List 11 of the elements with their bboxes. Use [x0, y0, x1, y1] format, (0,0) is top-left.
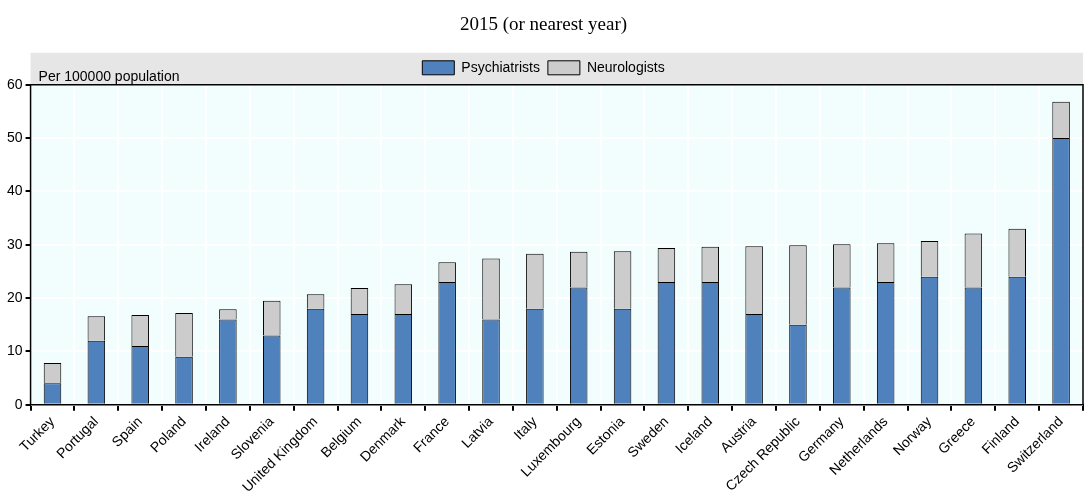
- y-tick-label: 50: [6, 128, 23, 145]
- y-tick-label: 10: [6, 342, 23, 359]
- y-tick-label: 20: [6, 288, 23, 305]
- y-axis-title: Per 100000 population: [38, 67, 180, 84]
- y-tick-label: 40: [6, 182, 23, 199]
- legend-label: Neurologists: [586, 58, 665, 75]
- y-tick-label: 60: [6, 75, 23, 92]
- legend-label: Psychiatrists: [461, 58, 540, 75]
- chart-title: 2015 (or nearest year): [459, 13, 628, 36]
- y-tick-label: 30: [6, 235, 23, 252]
- y-tick-label: 0: [14, 395, 23, 412]
